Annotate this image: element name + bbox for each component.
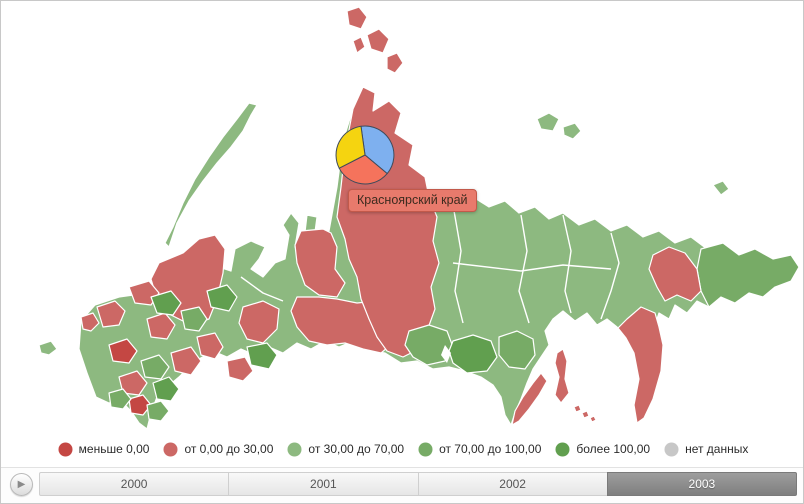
region-caucasus-green[interactable] — [146, 400, 170, 422]
legend-swatch-icon — [287, 442, 302, 456]
legend-item-0-30: от 0,00 до 30,00 — [163, 442, 273, 457]
region-arctic-islet[interactable] — [712, 180, 730, 196]
legend-swatch-icon — [163, 442, 178, 456]
tooltip-region-name: Красноярский край — [357, 193, 468, 207]
internal-border — [562, 214, 572, 314]
legend-label: меньше 0,00 — [78, 442, 150, 456]
russia-map — [38, 6, 800, 430]
year-button-2002[interactable]: 2002 — [417, 472, 608, 496]
region-caucasus-red[interactable] — [128, 394, 152, 416]
region-novaya-zemlya[interactable] — [164, 102, 258, 248]
region-european-green[interactable] — [180, 306, 208, 332]
region-yamalo-nenets[interactable] — [294, 228, 346, 298]
region-european-red[interactable] — [226, 356, 254, 382]
legend-label: от 30,00 до 70,00 — [308, 442, 405, 456]
region-european-red[interactable] — [108, 338, 138, 364]
region-tooltip: Красноярский край — [348, 189, 477, 212]
region-european-green[interactable] — [206, 284, 238, 312]
legend-item-no-data: нет данных — [664, 442, 748, 457]
legend-item-70-100: от 70,00 до 100,00 — [418, 442, 541, 457]
play-icon: ▶ — [17, 479, 26, 490]
region-european-green[interactable] — [150, 290, 182, 316]
internal-border — [240, 276, 284, 302]
year-selector: 2000 2001 2002 2003 — [39, 472, 797, 496]
region-magadan[interactable] — [648, 246, 702, 302]
region-european-red[interactable] — [96, 300, 126, 328]
region-kuril-islands[interactable] — [573, 404, 597, 423]
legend-label: от 0,00 до 30,00 — [184, 442, 274, 456]
timeline: ▶ 2000 2001 2002 2003 — [1, 467, 803, 503]
year-button-2001[interactable]: 2001 — [228, 472, 419, 496]
region-kaliningrad[interactable] — [38, 340, 58, 356]
region-caucasus-green[interactable] — [108, 388, 132, 410]
pie-slice-yellow[interactable] — [335, 125, 366, 169]
legend-swatch-icon — [555, 442, 570, 456]
legend-label: нет данных — [685, 442, 749, 456]
region-primorye[interactable] — [511, 372, 548, 426]
play-button[interactable]: ▶ — [10, 473, 33, 496]
region-european-red[interactable] — [196, 332, 224, 360]
legend: меньше 0,00 от 0,00 до 30,00 от 30,00 до… — [1, 432, 803, 466]
region-european-green[interactable] — [246, 342, 278, 370]
region-european-red[interactable] — [80, 312, 100, 332]
internal-border — [600, 232, 620, 320]
region-european-red[interactable] — [170, 346, 202, 376]
region-new-siberian-islands[interactable] — [536, 112, 582, 140]
legend-label: более 100,00 — [576, 442, 651, 456]
region-chukotka[interactable] — [696, 242, 800, 308]
lake-baikal — [441, 345, 451, 363]
year-button-2000[interactable]: 2000 — [39, 472, 230, 496]
legend-swatch-icon — [664, 442, 679, 456]
legend-item-less-0: меньше 0,00 — [58, 442, 150, 457]
pie-slice-blue[interactable] — [360, 125, 395, 175]
region-zabaikalsky[interactable] — [448, 334, 498, 374]
legend-swatch-icon — [418, 442, 433, 456]
legend-label: от 70,00 до 100,00 — [439, 442, 542, 456]
pie-chart[interactable] — [335, 125, 395, 185]
region-european-green[interactable] — [152, 376, 180, 402]
year-button-2003[interactable]: 2003 — [606, 472, 797, 496]
internal-border — [452, 262, 612, 272]
region-severnaya-zemlya[interactable] — [346, 6, 404, 74]
region-european-green[interactable] — [140, 354, 170, 380]
region-perm[interactable] — [238, 300, 280, 344]
region-kamchatka[interactable] — [617, 306, 664, 424]
region-sakhalin[interactable] — [554, 348, 570, 404]
legend-item-more-100: более 100,00 — [555, 442, 650, 457]
internal-border — [452, 204, 464, 324]
legend-item-30-70: от 30,00 до 70,00 — [287, 442, 404, 457]
legend-swatch-icon — [58, 442, 73, 456]
region-amur[interactable] — [498, 330, 536, 370]
